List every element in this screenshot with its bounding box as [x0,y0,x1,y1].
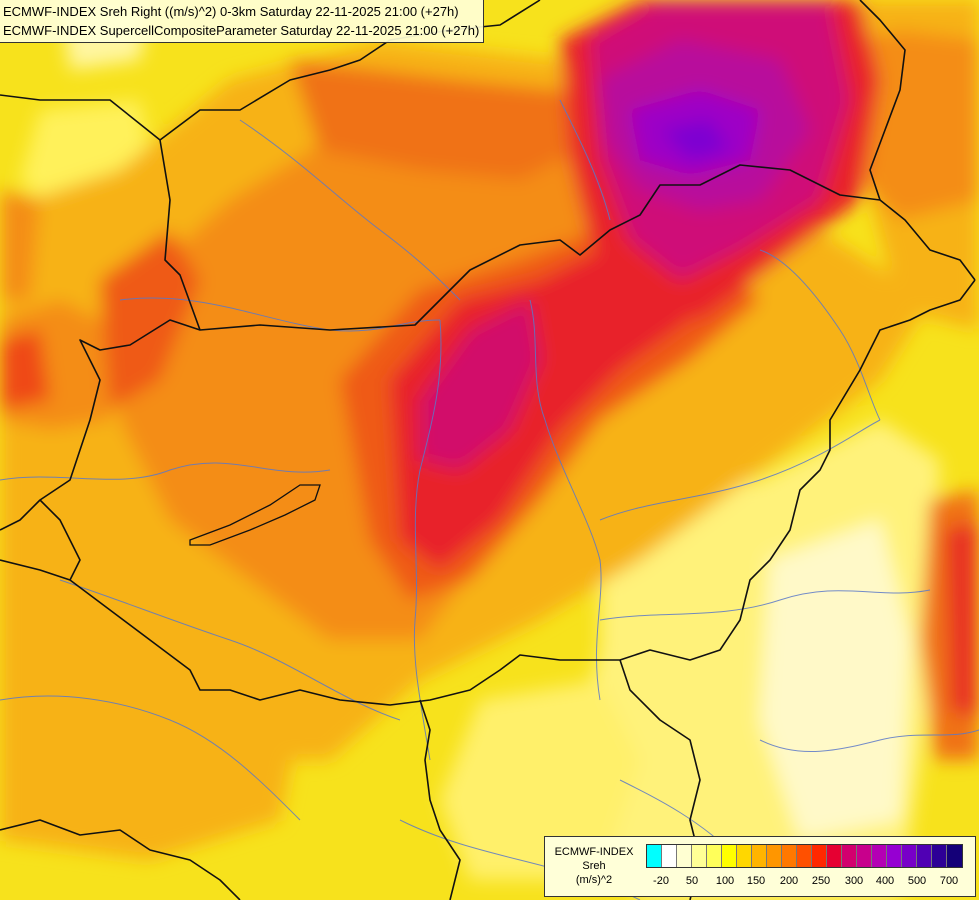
title-line-1: ECMWF-INDEX Sreh Right ((m/s)^2) 0-3km S… [3,4,459,19]
legend-swatch [737,845,752,867]
color-legend: ECMWF-INDEX Sreh (m/s)^2 -20 50 100 150 200 2… [544,836,976,897]
legend-swatch [947,845,962,867]
legend-swatch [662,845,677,867]
legend-swatch [902,845,917,867]
legend-tick-label: 400 [875,875,895,887]
legend-tick-label: 300 [844,875,864,887]
legend-swatch [887,845,902,867]
lake-outline [189,484,321,546]
legend-title: ECMWF-INDEX Sreh (m/s)^2 [549,845,639,887]
map-title-box: ECMWF-INDEX Sreh Right ((m/s)^2) 0-3km S… [0,0,485,43]
legend-title-variable: Sreh [582,860,606,872]
legend-tick-label: 100 [715,875,735,887]
legend-tick-label: 250 [811,875,831,887]
legend-tick-label: 50 [685,875,699,887]
title-line-2: ECMWF-INDEX SupercellCompositeParameter … [3,23,480,38]
legend-swatch [707,845,722,867]
legend-swatch [782,845,797,867]
legend-tick-label: -20 [653,875,669,887]
legend-title-unit: (m/s)^2 [575,874,613,886]
legend-color-bar [646,844,963,868]
legend-swatch [872,845,887,867]
rivers [0,99,979,900]
legend-swatch [647,845,662,867]
legend-tick-label: 500 [907,875,927,887]
legend-tick-label: 700 [939,875,959,887]
legend-swatch [917,845,932,867]
legend-tick-label: 150 [746,875,766,887]
legend-swatch [677,845,692,867]
legend-swatch [842,845,857,867]
legend-swatch [767,845,782,867]
legend-swatch [932,845,947,867]
legend-title-source: ECMWF-INDEX [554,846,634,858]
legend-tick-label: 200 [779,875,799,887]
legend-swatch [857,845,872,867]
legend-swatch [692,845,707,867]
legend-swatch [752,845,767,867]
legend-swatch [722,845,737,867]
legend-swatch [827,845,842,867]
legend-swatch [812,845,827,867]
legend-swatch [797,845,812,867]
